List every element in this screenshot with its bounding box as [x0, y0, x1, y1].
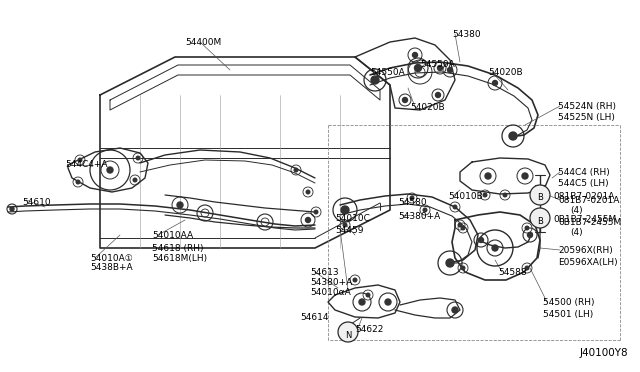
- Text: B: B: [537, 217, 543, 225]
- Circle shape: [366, 293, 370, 297]
- Circle shape: [509, 132, 517, 140]
- Text: 54010B: 54010B: [448, 192, 483, 201]
- Circle shape: [415, 64, 422, 71]
- Circle shape: [525, 266, 529, 270]
- Circle shape: [78, 158, 82, 162]
- Circle shape: [413, 52, 417, 58]
- Text: 54622: 54622: [355, 325, 383, 334]
- Circle shape: [447, 67, 452, 73]
- Circle shape: [314, 210, 318, 214]
- Text: 54588: 54588: [498, 268, 527, 277]
- Text: 54380: 54380: [452, 30, 481, 39]
- Circle shape: [385, 299, 391, 305]
- Text: E0596XA(LH): E0596XA(LH): [558, 258, 618, 267]
- Circle shape: [522, 173, 528, 179]
- Circle shape: [177, 202, 183, 208]
- Text: 54618 (RH): 54618 (RH): [152, 244, 204, 253]
- Circle shape: [461, 226, 465, 230]
- Circle shape: [343, 223, 347, 227]
- Text: 0B1B7-2455M: 0B1B7-2455M: [558, 218, 621, 227]
- Text: 54380+A: 54380+A: [398, 212, 440, 221]
- Text: 54459: 54459: [335, 226, 364, 235]
- Circle shape: [403, 97, 408, 103]
- Circle shape: [446, 259, 454, 267]
- Circle shape: [483, 193, 487, 197]
- Circle shape: [479, 237, 483, 243]
- Text: N: N: [345, 331, 351, 340]
- Circle shape: [294, 168, 298, 172]
- Circle shape: [410, 196, 414, 200]
- Text: 54501 (LH): 54501 (LH): [543, 310, 593, 319]
- Circle shape: [353, 278, 357, 282]
- Circle shape: [485, 173, 491, 179]
- Text: 54610: 54610: [22, 198, 51, 207]
- Circle shape: [133, 178, 137, 182]
- Text: 54618M(LH): 54618M(LH): [152, 254, 207, 263]
- Circle shape: [461, 266, 465, 270]
- Text: 54524N (RH): 54524N (RH): [558, 102, 616, 111]
- Circle shape: [10, 207, 14, 211]
- Text: 54010αA: 54010αA: [310, 288, 351, 297]
- Text: 54550A: 54550A: [420, 60, 455, 69]
- Text: 544C4 (RH): 544C4 (RH): [558, 168, 610, 177]
- Text: 54020B: 54020B: [410, 103, 445, 112]
- Text: 5438B+A: 5438B+A: [90, 263, 132, 272]
- Circle shape: [306, 190, 310, 194]
- Text: (4): (4): [570, 206, 582, 215]
- Circle shape: [438, 65, 442, 71]
- Text: J40100Y8: J40100Y8: [580, 348, 628, 358]
- Text: 54613: 54613: [310, 268, 339, 277]
- Circle shape: [493, 80, 497, 86]
- Text: 54010A①: 54010A①: [90, 254, 133, 263]
- Circle shape: [453, 205, 457, 209]
- Text: 54500 (RH): 54500 (RH): [543, 298, 595, 307]
- Text: 081B7-0201A: 081B7-0201A: [558, 196, 620, 205]
- Circle shape: [530, 185, 550, 205]
- Circle shape: [458, 223, 462, 227]
- Circle shape: [107, 167, 113, 173]
- Circle shape: [341, 206, 349, 214]
- Text: 0B1B7-2455M: 0B1B7-2455M: [553, 215, 616, 224]
- Circle shape: [359, 299, 365, 305]
- Circle shape: [435, 93, 440, 97]
- Circle shape: [527, 232, 532, 237]
- Circle shape: [371, 76, 379, 84]
- Text: 544C4+A: 544C4+A: [65, 160, 108, 169]
- Circle shape: [525, 226, 529, 230]
- Circle shape: [530, 208, 550, 228]
- Text: 54580: 54580: [398, 198, 427, 207]
- Circle shape: [76, 180, 80, 184]
- Text: 54400M: 54400M: [185, 38, 221, 47]
- Circle shape: [423, 208, 427, 212]
- Text: 54020B: 54020B: [488, 68, 523, 77]
- Text: B: B: [537, 193, 543, 202]
- Text: 20596X(RH): 20596X(RH): [558, 246, 612, 255]
- Text: 544C5 (LH): 544C5 (LH): [558, 179, 609, 188]
- Circle shape: [338, 322, 358, 342]
- Text: 54550A: 54550A: [370, 68, 404, 77]
- Text: 54525N (LH): 54525N (LH): [558, 113, 615, 122]
- Circle shape: [492, 245, 498, 251]
- Circle shape: [503, 193, 507, 197]
- Text: 54010C: 54010C: [335, 214, 370, 223]
- Circle shape: [305, 218, 310, 222]
- Text: 081B7-0201A: 081B7-0201A: [553, 192, 614, 201]
- Text: 54380+A: 54380+A: [310, 278, 352, 287]
- Text: 54614: 54614: [300, 313, 328, 322]
- Circle shape: [136, 156, 140, 160]
- Text: 54010AA: 54010AA: [152, 231, 193, 240]
- Text: (4): (4): [570, 228, 582, 237]
- Circle shape: [452, 307, 458, 313]
